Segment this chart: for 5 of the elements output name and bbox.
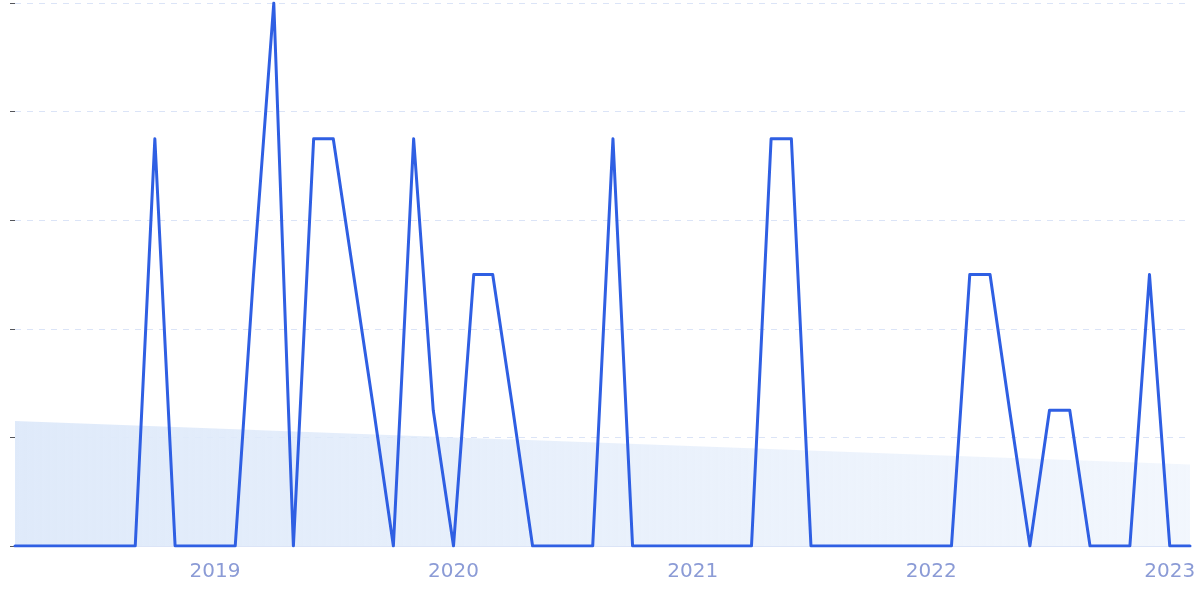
x-tick-label: 2022	[905, 558, 957, 582]
x-tick-label: 2020	[428, 558, 479, 582]
x-tick-label: 2021	[667, 558, 719, 582]
x-tick-label: 2023	[1144, 558, 1196, 582]
x-tick-label: 2019	[189, 558, 241, 582]
